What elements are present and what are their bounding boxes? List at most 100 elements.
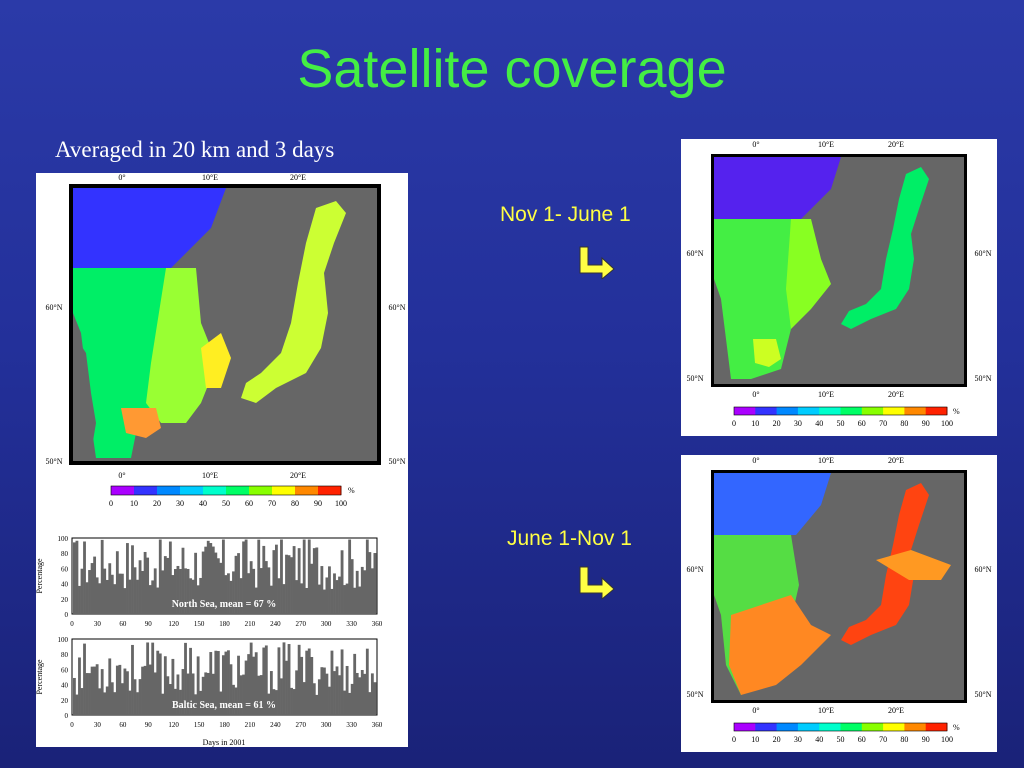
coverage-bar xyxy=(128,690,132,715)
coverage-bar xyxy=(131,644,134,715)
colorbar-segment xyxy=(249,486,273,495)
colorbar-segment xyxy=(797,723,820,731)
sea-north-inner xyxy=(146,268,221,423)
baltic-sea-timeseries: Baltic Sea, mean = 61 % xyxy=(71,638,378,716)
coverage-bar xyxy=(120,683,124,715)
baltic-sea-bars xyxy=(73,642,377,715)
colorbar-border xyxy=(733,406,948,416)
coverage-bar xyxy=(189,578,192,614)
coverage-bar xyxy=(126,671,129,715)
coverage-bar xyxy=(196,585,200,614)
coverage-bar xyxy=(221,655,225,715)
coverage-bar xyxy=(146,557,150,614)
coverage-bar xyxy=(287,644,291,715)
coverage-bar xyxy=(206,540,210,614)
coverage-bar xyxy=(310,657,314,715)
north-sea-label: North Sea, mean = 67 % xyxy=(172,599,277,610)
map-frame-top xyxy=(69,184,381,188)
sea-baltic xyxy=(841,167,929,329)
colorbar-tick-label: 70 xyxy=(268,499,276,508)
coverage-bar xyxy=(214,650,218,715)
map-frame-left xyxy=(711,470,714,703)
colorbar-tick-label: 60 xyxy=(245,499,253,508)
coverage-bar xyxy=(232,571,235,614)
sea-southern-bight xyxy=(121,408,161,438)
coverage-bar xyxy=(282,584,286,614)
xlabel: Days in 2001 xyxy=(203,738,246,747)
coverage-bar xyxy=(307,539,311,614)
coverage-bar xyxy=(201,676,205,715)
coverage-bar xyxy=(285,554,288,614)
x-tick-label: 60 xyxy=(119,620,127,628)
colorbar xyxy=(110,485,342,496)
coverage-bar xyxy=(360,566,364,614)
coverage-bar xyxy=(181,669,185,715)
coverage-bar xyxy=(184,642,187,715)
coverage-bar xyxy=(191,579,195,614)
coverage-bar xyxy=(95,664,99,715)
colorbar-border xyxy=(733,722,948,732)
x-tick-label: 0 xyxy=(70,620,74,628)
colorbar-tick-label: 30 xyxy=(794,735,802,744)
colorbar-segment xyxy=(819,723,841,731)
coverage-bar xyxy=(194,552,198,614)
coverage-bar xyxy=(302,682,306,715)
colorbar-segment xyxy=(861,723,884,731)
coverage-bar xyxy=(330,588,334,614)
lon-tick-bottom: 0° xyxy=(752,390,759,399)
coverage-bar xyxy=(221,539,225,614)
coverage-bar xyxy=(322,667,326,715)
coverage-bar xyxy=(176,674,180,715)
coverage-bar xyxy=(259,568,263,614)
lon-tick-bottom: 20°E xyxy=(888,706,904,715)
coverage-bar xyxy=(78,657,81,715)
coverage-bar xyxy=(368,692,372,715)
colorbar xyxy=(733,722,948,732)
period-label-summer: June 1-Nov 1 xyxy=(507,527,632,550)
x-tick-label: 60 xyxy=(119,721,127,729)
coverage-bar xyxy=(161,570,165,614)
coverage-bar xyxy=(305,650,309,715)
y-tick-label: 100 xyxy=(58,636,69,644)
coverage-bar xyxy=(103,568,107,614)
coverage-bar xyxy=(156,650,160,715)
coverage-bar xyxy=(80,568,84,614)
sea-north-inner xyxy=(786,219,831,329)
colorbar-tick-label: 40 xyxy=(815,735,823,744)
coverage-bar xyxy=(168,684,172,715)
coverage-bar xyxy=(350,683,354,715)
coverage-bar xyxy=(105,579,109,614)
coverage-bar xyxy=(168,541,172,614)
coverage-bar xyxy=(123,668,127,715)
coverage-bar xyxy=(295,670,299,715)
colorbar-tick-label: 90 xyxy=(922,419,930,428)
coverage-bar xyxy=(88,570,91,614)
baltic-y-ticks: 100 80 60 40 20 0 xyxy=(58,636,69,720)
x-tick-label: 90 xyxy=(145,620,153,628)
colorbar-tick-label: 10 xyxy=(751,735,759,744)
coverage-bar xyxy=(166,676,170,715)
colorbar-tick-label: 80 xyxy=(291,499,299,508)
coverage-bar xyxy=(163,556,167,614)
coverage-bar xyxy=(171,575,175,614)
coverage-bar xyxy=(232,684,235,715)
coverage-bar xyxy=(358,677,362,715)
coverage-bar xyxy=(174,569,177,614)
coverage-bar xyxy=(93,666,97,715)
coverage-bar xyxy=(95,577,99,614)
coverage-bar xyxy=(227,573,230,614)
coverage-bar xyxy=(224,575,228,614)
coverage-bar xyxy=(262,647,266,715)
colorbar-tick-label: 60 xyxy=(858,735,866,744)
coverage-bar xyxy=(325,673,329,715)
lat-tick-right: 50°N xyxy=(975,374,992,383)
coverage-bar xyxy=(373,682,377,715)
coverage-bar xyxy=(214,552,218,614)
colorbar-segment xyxy=(734,407,756,415)
coverage-bar xyxy=(257,539,261,614)
coverage-bar xyxy=(229,664,233,715)
coverage-bar xyxy=(259,675,263,715)
x-tick-label: 300 xyxy=(321,620,332,628)
x-tick-label: 150 xyxy=(194,721,205,729)
coverage-bar xyxy=(267,567,271,614)
